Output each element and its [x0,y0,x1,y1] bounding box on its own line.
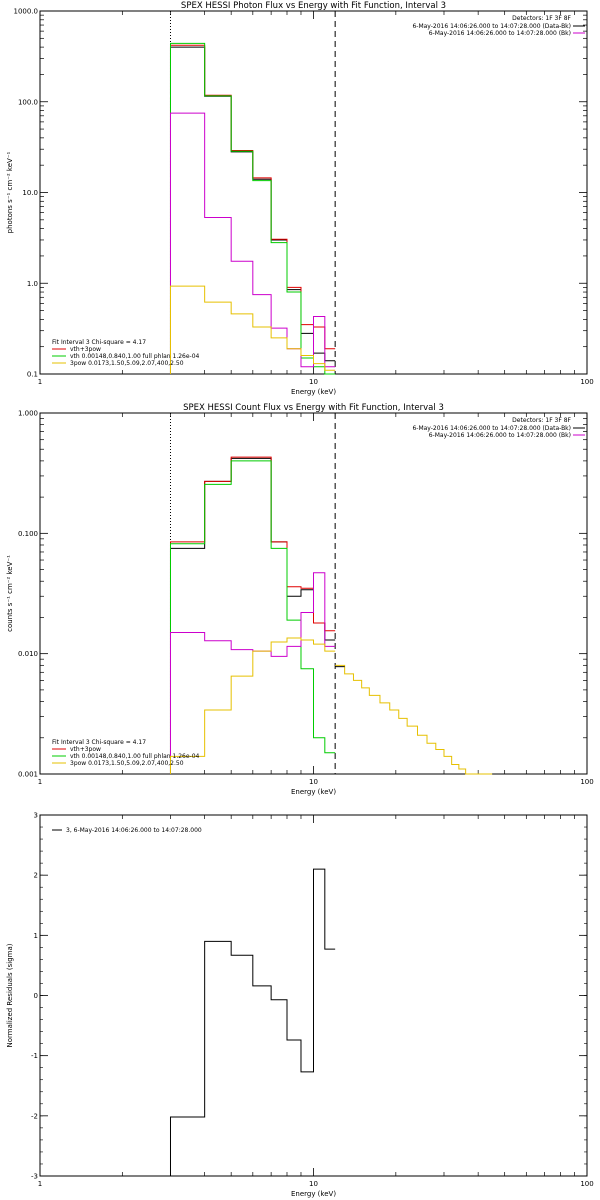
y-tick-label: 1 [34,932,38,940]
legend-header: Fit Interval 3 Chi-square = 4.17 [52,739,146,746]
y-tick-label: 2 [34,872,38,880]
legend-bottom-left: Fit Interval 3 Chi-square = 4.17vth+3pow… [52,739,200,767]
chart-title: SPEX HESSI Photon Flux vs Energy with Fi… [181,1,446,11]
legend-top-right: Detectors: 1F 3F 8F6-May-2016 14:06:26.0… [412,417,585,439]
y-tick-label: 1.000 [18,410,38,418]
y-axis-label: photons s⁻¹ cm⁻² keV⁻¹ [6,151,14,233]
y-tick-label: 100.0 [18,98,38,106]
legend-entry-label: 6-May-2016 14:06:26.000 to 14:07:28.000 … [412,23,571,30]
legend-top-right: Detectors: 1F 3F 8F6-May-2016 14:06:26.0… [412,15,585,37]
series-line-0 [169,868,336,1176]
y-tick-label: -2 [31,1112,38,1120]
y-tick-label: 1000.0 [14,8,39,16]
legend-header: Fit Interval 3 Chi-square = 4.17 [52,339,146,346]
x-axis-label: Energy (keV) [291,388,336,396]
x-tick-label: 100 [580,378,593,386]
x-axis-label: Energy (keV) [291,788,336,796]
legend-entry-label: vth+3pow [70,346,101,353]
extra-series-line-0 [335,664,493,775]
legend-entry-label: 6-May-2016 14:06:26.000 to 14:07:28.000 … [429,432,571,439]
x-tick-label: 1 [38,1180,42,1188]
y-tick-label: -3 [31,1173,38,1181]
legend-entry-label: 6-May-2016 14:06:26.000 to 14:07:28.000 … [412,425,571,432]
chart-title: SPEX HESSI Count Flux vs Energy with Fit… [183,403,444,413]
series-line-4 [169,285,336,374]
x-tick-label: 1 [38,778,42,786]
series-line-3 [169,572,336,774]
x-tick-label: 10 [309,1180,318,1188]
series-line-2 [169,460,336,774]
legend-entry-label: 6-May-2016 14:06:26.000 to 14:07:28.000 … [429,30,571,37]
x-axis-label: Energy (keV) [291,1190,336,1198]
legend-entry-label: 3pow 0.0173,1.50,5.09,2.07,400,2.50 [70,760,184,767]
x-tick-label: 100 [580,778,593,786]
y-tick-label: 0 [34,992,38,1000]
legend-entry-label: vth 0.00148,0.840,1.00 full phlan 1.26e-… [70,753,200,760]
y-axis-label: counts s⁻¹ cm⁻² keV⁻¹ [6,555,14,632]
y-tick-label: 0.010 [18,650,38,658]
x-tick-label: 10 [309,778,318,786]
y-tick-label: 0.001 [18,771,38,779]
legend-entry-label: vth+3pow [70,746,101,753]
x-tick-label: 10 [309,378,318,386]
legend-entry-label: 3, 6-May-2016 14:06:26.000 to 14:07:28.0… [66,827,202,834]
x-tick-label: 1 [38,378,42,386]
y-axis-label: Normalized Residuals (sigma) [6,943,14,1047]
residuals-panel: 1 10 100 Energy (keV) -3 -2 -1 0 1 2 3 Normalized R… [6,812,594,1199]
y-tick-label: 1.0 [27,280,38,288]
legend-header: Detectors: 1F 3F 8F [512,417,571,424]
x-tick-label: 100 [580,1180,593,1188]
y-tick-label: 3 [34,812,38,820]
legend-entry-label: 3pow 0.0173,1.50,5.09,2.07,400,2.50 [70,360,184,367]
y-tick-label: 10.0 [22,189,38,197]
legend-header: Detectors: 1F 3F 8F [512,15,571,22]
y-tick-label: 0.100 [18,530,38,538]
legend-top-left: 3, 6-May-2016 14:06:26.000 to 14:07:28.0… [52,827,202,834]
legend-bottom-left: Fit Interval 3 Chi-square = 4.17vth+3pow… [52,339,200,367]
count-flux-panel: SPEX HESSI Count Flux vs Energy with Fit… [6,403,594,796]
legend-entry-label: vth 0.00148,0.840,1.00 full phlan 1.26e-… [70,353,200,360]
y-tick-label: 0.1 [27,371,38,379]
photon-flux-panel: SPEX HESSI Photon Flux vs Energy with Fi… [6,1,594,396]
y-tick-label: -1 [31,1052,38,1060]
series-line-1 [169,456,336,774]
series-line-0 [169,457,336,774]
series-line-4 [169,637,336,774]
